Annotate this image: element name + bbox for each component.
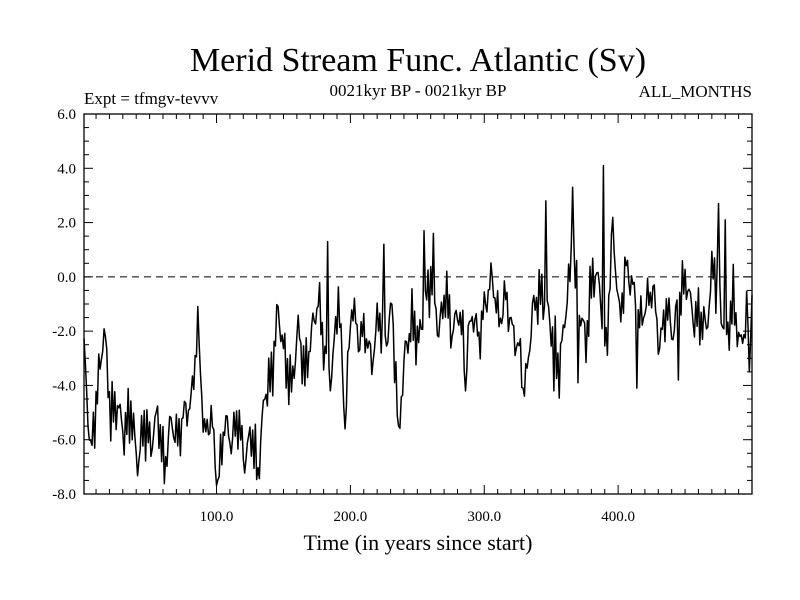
y-tick-label: 6.0 (57, 107, 76, 123)
x-tick-label: 400.0 (601, 509, 635, 525)
chart-title: Merid Stream Func. Atlantic (Sv) (190, 42, 646, 79)
y-tick-label: 2.0 (57, 216, 76, 232)
y-tick-label: -4.0 (52, 378, 76, 394)
series-line (83, 164, 753, 487)
y-tick-label: -2.0 (52, 324, 76, 340)
y-tick-label: -8.0 (52, 487, 76, 503)
x-tick-label: 200.0 (334, 509, 368, 525)
chart-subtitle-center: 0021kyr BP - 0021kyr BP (330, 81, 507, 100)
x-tick-label: 300.0 (467, 509, 501, 525)
y-tick-label: 4.0 (57, 161, 76, 177)
y-tick-label: 0.0 (57, 270, 76, 286)
x-axis-label: Time (in years since start) (304, 530, 533, 555)
y-tick-label: -6.0 (52, 433, 76, 449)
chart-subtitle-left: Expt = tfmgv-tevvv (84, 89, 219, 108)
chart-subtitle-right: ALL_MONTHS (639, 82, 752, 101)
x-tick-label: 100.0 (200, 509, 234, 525)
